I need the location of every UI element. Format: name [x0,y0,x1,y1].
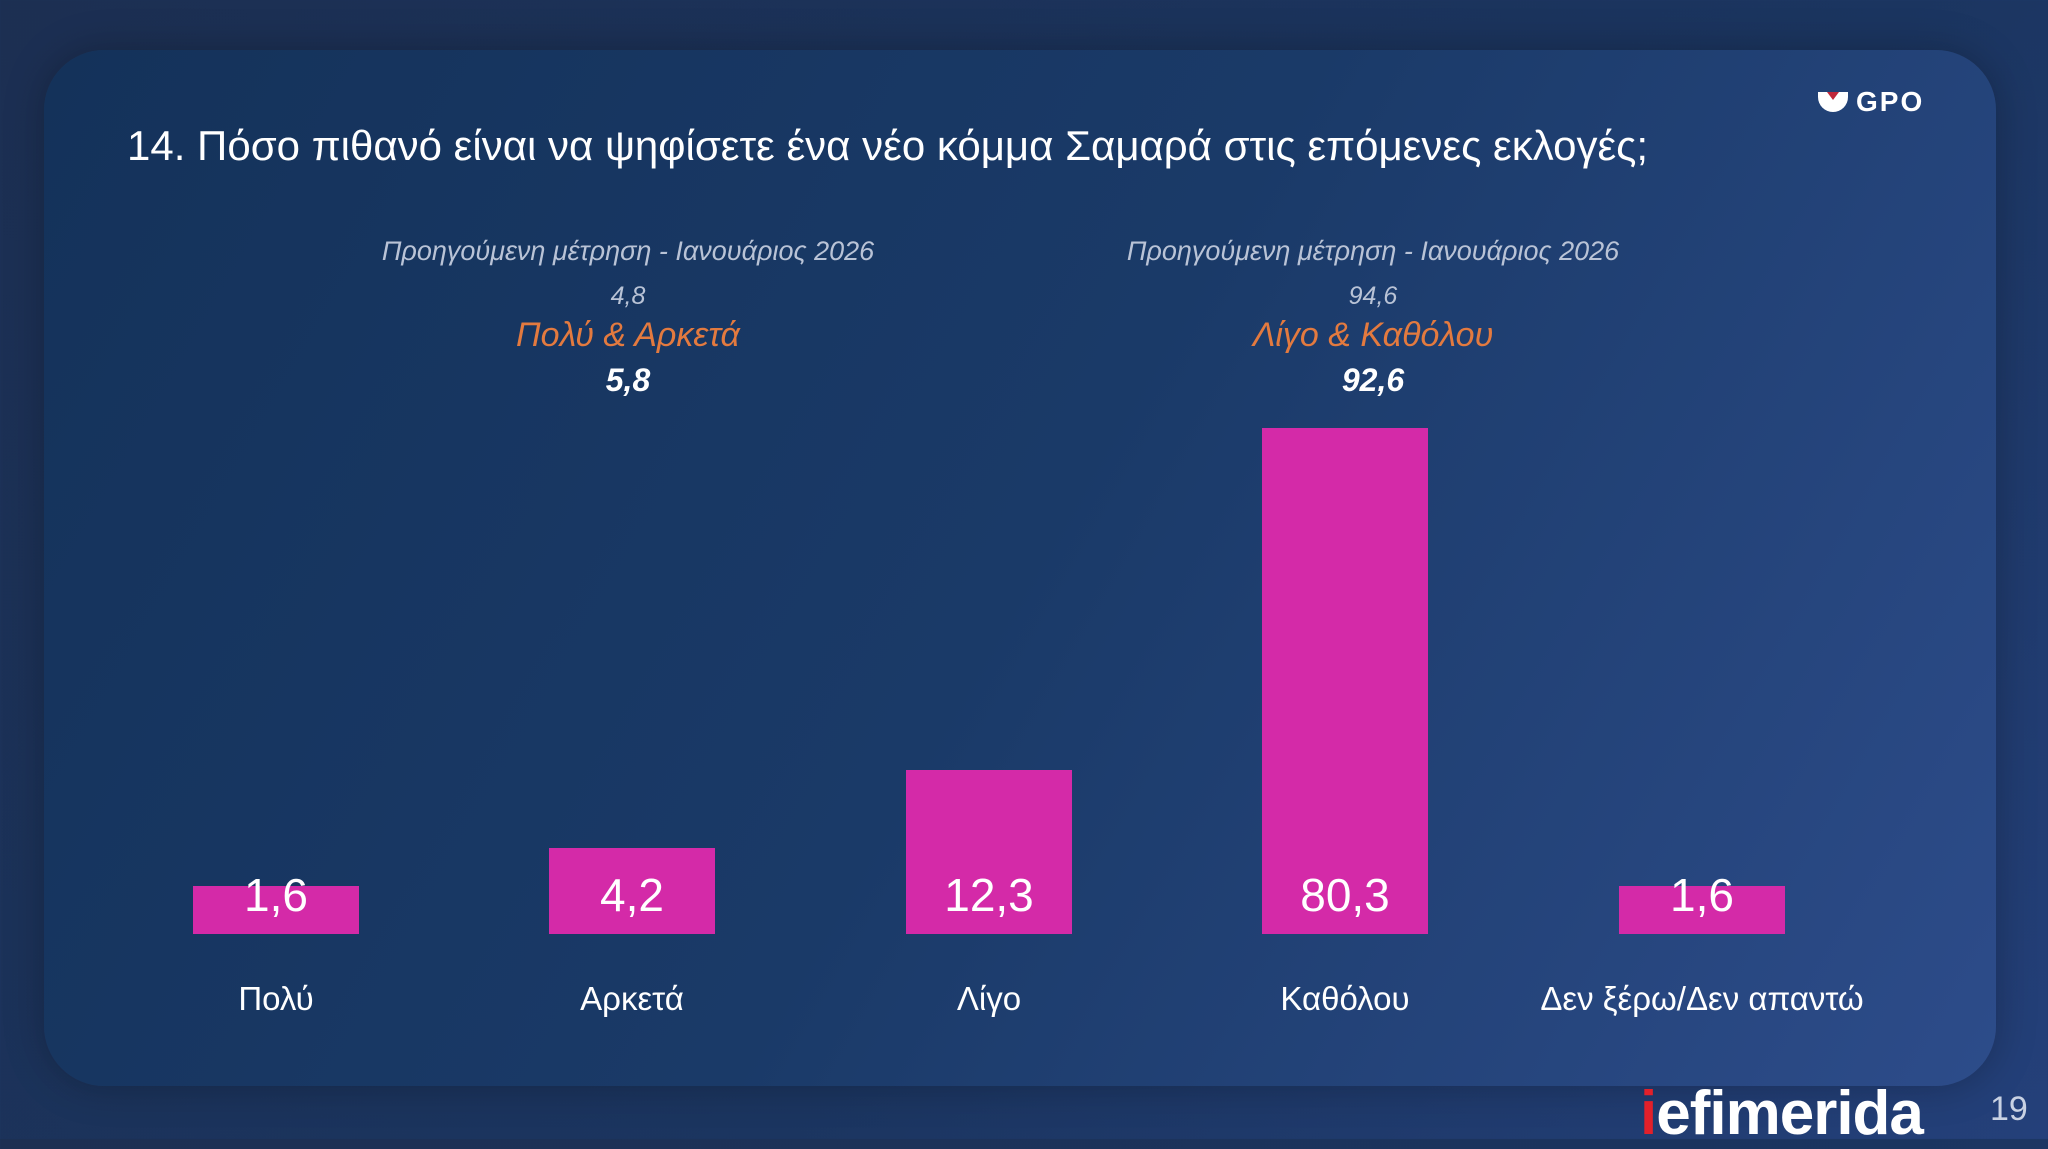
category-label: Δεν ξέρω/Δεν απαντώ [1540,980,1864,1017]
group-value: 92,6 [1341,362,1405,398]
previous-label: Προηγούμενη μέτρηση - Ιανουάριος 2026 [381,236,875,266]
category-label: Καθόλου [1280,980,1410,1017]
page-number: 19 [1990,1090,2028,1128]
category-label: Λίγο [956,980,1022,1017]
value-label: 1,6 [1670,869,1734,921]
bar-1 [549,847,715,934]
bar-3 [1262,428,1428,934]
value-label: 80,3 [1300,869,1390,921]
previous-value: 94,6 [1348,282,1398,310]
previous-label: Προηγούμενη μέτρηση - Ιανουάριος 2026 [1126,236,1620,266]
group-label: Πολύ & Αρκετά [516,316,740,354]
gpo-logo-text: GPO [1856,86,1925,117]
bar-0 [193,885,359,934]
gpo-logo: GPO [1818,86,1924,118]
category-label: Αρκετά [580,980,684,1017]
category-label: Πολύ [238,980,314,1017]
value-label: 12,3 [944,869,1034,921]
iefimerida-logo: iefimerida [1640,1079,1924,1148]
chart-title: 14. Πόσο πιθανό είναι να ψηφίσετε ένα νέ… [127,122,1649,169]
previous-value: 4,8 [610,282,646,310]
bar-4 [1619,885,1785,934]
group-label: Λίγο & Καθόλου [1252,316,1494,354]
value-label: 4,2 [600,869,664,921]
group-value: 5,8 [605,362,651,398]
gpo-mark-icon [1818,92,1848,112]
value-label: 1,6 [244,869,308,921]
bar-2 [906,769,1072,934]
